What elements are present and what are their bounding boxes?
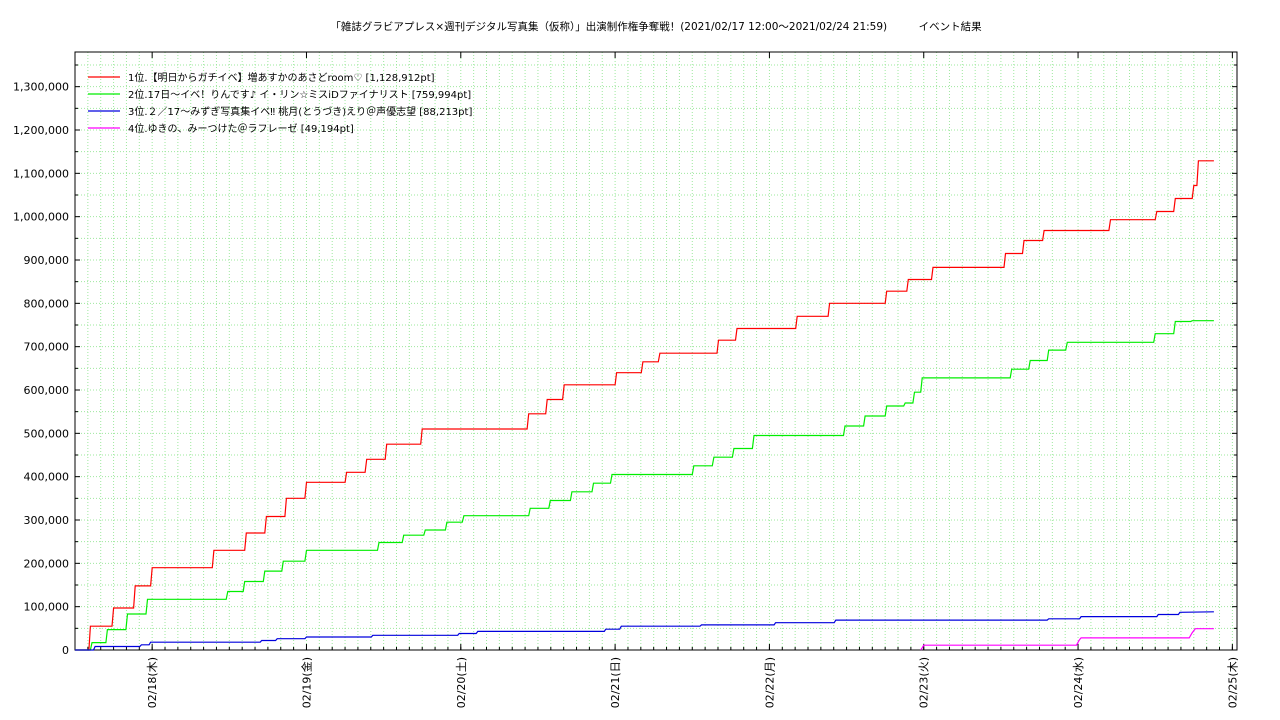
y-tick-label: 0	[62, 644, 69, 657]
y-tick-label: 300,000	[24, 514, 70, 527]
series-lines	[75, 160, 1214, 651]
series-line-2	[75, 320, 1214, 651]
y-axis: 0 100,000 200,000 300,000 400,000 500,000 600,…	[13, 64, 1237, 657]
y-tick-label: 1,200,000	[13, 124, 69, 137]
x-tick-label: 02/20(土)	[455, 657, 468, 708]
y-tick-label: 1,300,000	[13, 81, 69, 94]
plot-frame	[74, 51, 1238, 651]
series-line-1	[75, 160, 1214, 651]
legend-label: 1位.【明日からガチイベ】増あすかのあさどroom♡ [1,128,912pt]	[128, 71, 435, 84]
x-tick-label: 02/22(月)	[763, 657, 776, 708]
series-line-4	[920, 628, 1214, 651]
y-tick-label: 1,100,000	[13, 167, 69, 180]
grid	[75, 52, 1237, 650]
legend-label: 2位.17日〜イベ！りんです♪ イ・リン☆ミスiDファイナリスト [759,99…	[128, 88, 471, 101]
y-tick-label: 900,000	[24, 254, 70, 267]
y-tick-label: 200,000	[24, 557, 70, 570]
x-axis: 02/18(木) 02/19(金) 02/20(土) 02/21(日) 02/22(月)…	[87, 52, 1239, 708]
legend: 1位.【明日からガチイベ】増あすかのあさどroom♡ [1,128,912pt]…	[88, 71, 472, 135]
y-tick-label: 100,000	[24, 601, 70, 614]
y-tick-label: 1,000,000	[13, 211, 69, 224]
y-tick-label: 500,000	[24, 427, 70, 440]
series-line-3	[75, 611, 1214, 651]
x-tick-label: 02/25(木)	[1226, 657, 1239, 708]
legend-label: 4位.ゆきの、みーつけた＠ラフレーゼ [49,194pt]	[128, 122, 354, 135]
y-tick-label: 700,000	[24, 341, 70, 354]
x-tick-label: 02/24(水)	[1072, 657, 1085, 708]
chart-title: 「雑誌グラビアプレス×週刊デジタル写真集（仮称）」出演制作権争奪戦！(2021/…	[330, 20, 982, 33]
y-tick-label: 600,000	[24, 384, 70, 397]
y-tick-label: 800,000	[24, 297, 70, 310]
x-tick-label: 02/21(日)	[609, 657, 622, 708]
legend-label: 3位.２／17〜みずぎ写真集イベ‼︎ 桃月(とうづき)えり＠声優志望 [88,2…	[128, 105, 472, 118]
x-tick-label: 02/19(金)	[299, 657, 313, 708]
x-tick-label: 02/18(木)	[146, 657, 159, 708]
x-tick-label: 02/23(火)	[918, 657, 931, 708]
y-tick-label: 400,000	[24, 471, 70, 484]
